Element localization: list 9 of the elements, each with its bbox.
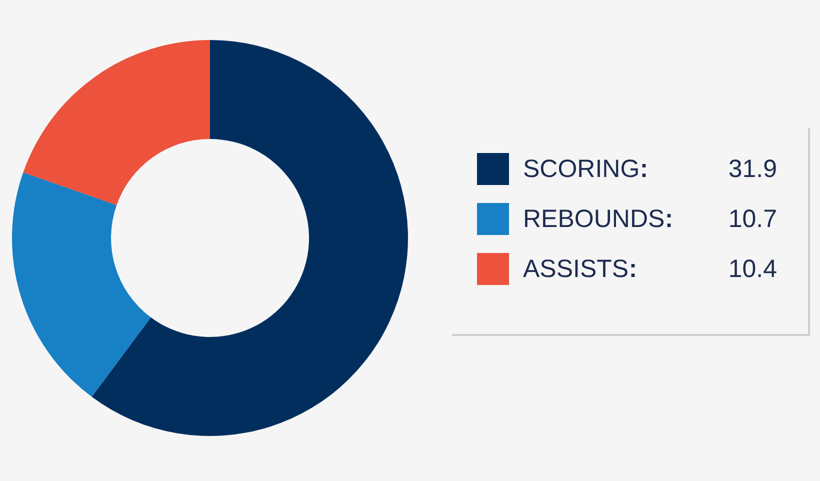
legend-label: ASSISTS (523, 255, 629, 283)
data-label: 10.4 (728, 254, 777, 285)
legend-label: SCORING (523, 155, 640, 183)
data-label: 31.9 (728, 154, 777, 185)
donut-slice (92, 40, 408, 436)
legend-label: REBOUNDS (523, 205, 665, 233)
data-label: 10.7 (728, 204, 777, 235)
donut-slice (23, 40, 210, 206)
donut-slice (12, 172, 151, 397)
